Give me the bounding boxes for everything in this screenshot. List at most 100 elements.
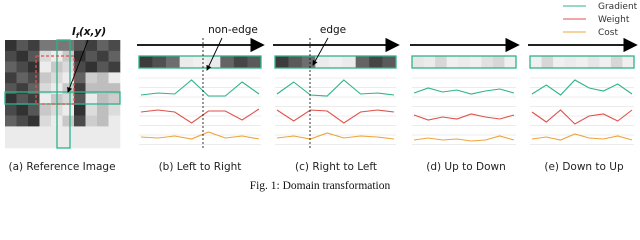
strip-pixel: [342, 56, 356, 68]
strip-pixel: [541, 56, 554, 68]
panel-caption: (a) Reference Image: [8, 161, 115, 173]
pixel: [74, 137, 86, 149]
strip-pixel: [599, 56, 612, 68]
pixel-sub: f: [76, 32, 80, 40]
panel-caption: (b) Left to Right: [159, 161, 242, 173]
strip-pixel: [530, 56, 542, 68]
strip-pixel: [469, 56, 482, 68]
pixel: [5, 137, 17, 149]
pointer: [312, 37, 329, 66]
pixel: [16, 40, 29, 52]
strip-pixel: [247, 56, 262, 68]
legend-label: Gradient: [598, 2, 638, 12]
pixel: [39, 72, 52, 84]
pixel: [62, 115, 75, 127]
cost-curve: [413, 135, 515, 142]
pixel: [39, 94, 52, 106]
pixel: [74, 40, 86, 52]
pixel: [108, 137, 121, 149]
pixel: [5, 72, 17, 84]
strip-pixel: [481, 56, 494, 68]
pixel: [62, 72, 75, 84]
cost-curve: [276, 132, 395, 140]
pixel: [85, 137, 98, 149]
pixel: [39, 104, 52, 116]
gradient-curve: [140, 79, 260, 97]
pixel: [62, 104, 75, 116]
pixel: [85, 61, 98, 73]
window: [35, 55, 75, 105]
pixel: [108, 61, 121, 73]
pixel: [74, 72, 86, 84]
pixel: [74, 115, 86, 127]
pixel: [5, 115, 17, 127]
strip-pixel: [553, 56, 565, 68]
strip-pixel: [587, 56, 600, 68]
pixel: [28, 61, 40, 73]
strip-pixel: [301, 56, 316, 68]
strip-pixel: [576, 56, 589, 68]
legend-label: Cost: [598, 28, 618, 38]
pixel-args: (x,y): [79, 26, 106, 38]
pixel: [85, 50, 98, 62]
strip-pixel: [622, 56, 635, 68]
pixel: [28, 83, 40, 95]
pixel: [97, 50, 109, 62]
strip-pixel: [355, 56, 370, 68]
pixel: [16, 83, 29, 95]
pixel: [62, 137, 75, 149]
pointer: [67, 39, 89, 93]
pixel: [108, 115, 121, 127]
strip-pixel: [564, 56, 577, 68]
strip-pixel: [152, 56, 167, 68]
pixel: [16, 61, 29, 73]
strip-pixel: [139, 56, 153, 68]
strip-pixel: [458, 56, 471, 68]
pixel: [39, 137, 52, 149]
pixel: [39, 126, 52, 138]
figure: Gradient Weight Cost If(x,y) non-edge ed…: [4, 2, 638, 192]
pixel: [16, 104, 29, 116]
pixel: [16, 94, 29, 106]
pixel: [28, 104, 40, 116]
pixel-base: I: [72, 26, 76, 38]
strip-pixel: [492, 56, 505, 68]
pixel: [28, 126, 40, 138]
pointer: [206, 37, 223, 71]
pixel: [97, 104, 109, 116]
strip-frame: [529, 55, 635, 69]
pixel: [16, 72, 29, 84]
weight-curve: [140, 108, 260, 124]
pixel: [39, 40, 52, 52]
pixel: [97, 83, 109, 95]
pixel: [74, 50, 86, 62]
pixel: [108, 72, 121, 84]
pixel: [5, 94, 17, 106]
pixel: [28, 40, 40, 52]
pixel: [28, 50, 40, 62]
pixel: [85, 126, 98, 138]
weight-curve: [531, 109, 633, 125]
pixel: [16, 126, 29, 138]
pixel: [85, 72, 98, 84]
pixel: [5, 104, 17, 116]
pixel: [62, 61, 75, 73]
panel-caption: (e) Down to Up: [544, 161, 624, 173]
strip-pixel: [193, 56, 208, 68]
weight-curve: [276, 109, 395, 124]
strip-frame: [411, 55, 517, 69]
pixel: [5, 40, 17, 52]
cost-curve: [140, 131, 260, 140]
pixel: [74, 83, 86, 95]
pixel: [74, 104, 86, 116]
pixel: [108, 104, 121, 116]
pixel: [62, 40, 75, 52]
cost-curve: [531, 133, 633, 141]
pixel: [16, 50, 29, 62]
pixel: [85, 104, 98, 116]
pixel: [74, 126, 86, 138]
pixel: [108, 40, 121, 52]
col-highlight: [56, 39, 71, 149]
strip-pixel: [233, 56, 248, 68]
pixel: [97, 137, 109, 149]
